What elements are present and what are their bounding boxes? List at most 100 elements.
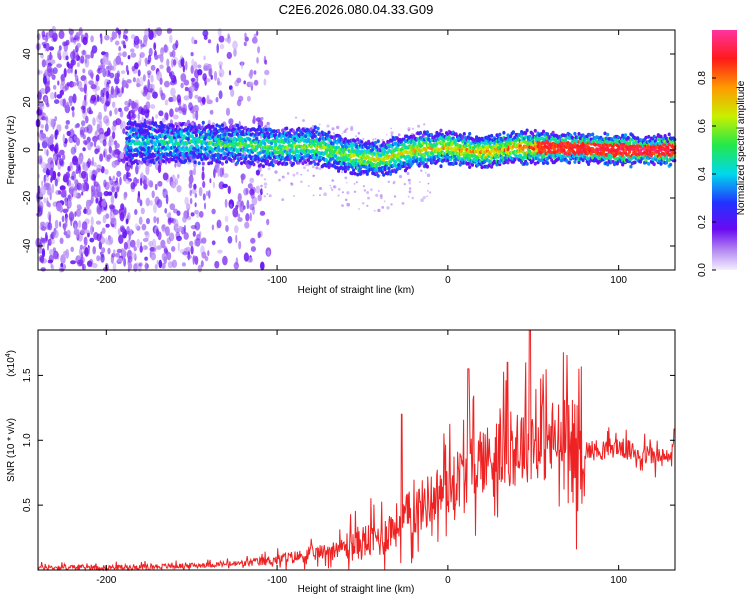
spectrogram-speckle (363, 189, 367, 192)
spectrogram-speckle (92, 117, 96, 126)
spectrogram-speckle (54, 178, 58, 187)
spectrogram-speckle (45, 115, 49, 122)
spectrogram-speckle (336, 125, 340, 130)
spectrogram-speckle (102, 56, 108, 66)
spectrogram-ridge-cell (666, 145, 670, 150)
spectrogram-speckle (164, 208, 168, 214)
spectrogram-speckle (377, 208, 381, 213)
spectrogram-speckle (57, 80, 60, 86)
spectrogram-ridge-cell (291, 161, 296, 166)
spectrogram-ridge-cell (235, 160, 240, 165)
spectrogram-speckle (69, 98, 73, 107)
spectrogram-speckle (190, 65, 194, 74)
spectrogram-speckle (306, 169, 309, 172)
spectrogram-speckle (96, 207, 102, 215)
spectrogram-ridge-cell (268, 156, 272, 161)
spectrogram-ridge-cell (240, 125, 244, 130)
spectrogram-speckle (90, 94, 97, 102)
spectrogram-speckle (39, 132, 45, 141)
spectrogram-speckle (311, 165, 315, 169)
spectrogram-speckle (333, 185, 337, 189)
spectrogram-ridge-cell (421, 161, 425, 165)
spectrogram-speckle (147, 54, 152, 63)
spectrogram-ridge-cell (669, 162, 673, 167)
x-tick-label: -100 (267, 275, 287, 286)
spectrogram-speckle (50, 263, 53, 269)
spectrogram-speckle (201, 171, 205, 181)
spectrogram-speckle (194, 209, 199, 215)
spectrogram-ridge-cell (376, 139, 380, 144)
spectrogram-ridge-cell (365, 172, 369, 176)
spectrogram-speckle (193, 183, 197, 190)
spectrogram-speckle (149, 88, 155, 94)
spectrogram-speckle (123, 241, 128, 250)
spectrogram-speckle (260, 261, 265, 271)
spectrogram-speckle (110, 85, 114, 95)
spectrogram-ridge-cell (285, 161, 289, 166)
spectrogram-speckle (46, 149, 49, 157)
spectrogram-speckle (332, 132, 336, 135)
spectrogram-speckle (157, 180, 163, 187)
spectrogram-speckle (424, 172, 427, 174)
spectrogram-speckle (204, 202, 206, 210)
spectrogram-speckle (76, 62, 80, 68)
spectrogram-ridge-cell (360, 140, 364, 144)
spectrogram-speckle (386, 206, 390, 210)
spectrogram-speckle (69, 33, 74, 43)
spectrogram-ridge-cell (127, 148, 132, 153)
spectrogram-speckle (194, 94, 199, 99)
spectrogram-ridge-cell (218, 124, 222, 129)
spectrogram-speckle (295, 171, 299, 175)
spectrogram-ridge-cell (261, 128, 265, 133)
spectrogram-speckle (251, 36, 258, 44)
spectrogram-speckle (108, 65, 115, 71)
spectrogram-ridge-cell (235, 123, 240, 128)
spectrogram-speckle (145, 197, 150, 207)
spectrogram-ridge-cell (383, 167, 387, 172)
spectrogram-speckle (197, 64, 202, 69)
spectrogram-speckle (120, 70, 126, 75)
spectrogram-speckle (213, 168, 216, 179)
spectrogram-speckle (375, 193, 379, 197)
x-tick-label: -200 (96, 275, 116, 286)
spectrogram-speckle (209, 178, 212, 184)
spectrogram-speckle (130, 109, 136, 114)
spectrogram-ridge-cell (505, 150, 509, 155)
spectrogram-speckle (84, 50, 87, 58)
spectrogram-ridge-cell (438, 132, 442, 136)
spectrogram-speckle (116, 186, 120, 193)
spectrogram-ridge-cell (201, 161, 205, 166)
spectrogram-speckle (156, 228, 159, 237)
spectrogram-speckle (80, 170, 87, 179)
spectrogram-speckle (407, 127, 411, 131)
spectrogram-ridge-cell (454, 161, 458, 166)
spectrogram-ridge-cell (127, 126, 132, 130)
spectrogram-ridge-cell (127, 161, 132, 166)
spectrogram-ridge-cell (276, 128, 281, 133)
spectrogram-ridge-cell (327, 154, 331, 159)
spectrogram-ridge-cell (466, 149, 470, 154)
spectrogram-ridge-cell (342, 140, 346, 145)
spectrogram-speckle (215, 97, 219, 103)
spectrogram-ridge-cell (331, 157, 335, 161)
spectrogram-speckle (62, 208, 68, 214)
spectrogram-speckle (145, 57, 148, 67)
spectrogram-speckle (337, 194, 340, 197)
spectrogram-ridge-cell (261, 164, 265, 169)
colorbar-tick-label: 0.2 (697, 215, 708, 229)
spectrogram-speckle (133, 40, 136, 48)
spectrogram-ridge-cell (144, 156, 148, 161)
snr-panel: -200 -100 0 100 0.51.01.5 Height of straigh… (5, 329, 676, 595)
spectrogram-ridge-cell (405, 166, 409, 171)
spectrogram-speckle (263, 178, 267, 181)
spectrogram-speckle (118, 234, 124, 244)
spectrogram-speckle (190, 245, 194, 255)
spectrogram-speckle (138, 216, 143, 225)
spectrogram-speckle (137, 69, 141, 77)
spectrogram-speckle (148, 30, 154, 40)
spectrogram-speckle (103, 190, 110, 197)
spectrogram-speckle (355, 135, 358, 138)
spectrogram-speckle (344, 198, 348, 202)
spectrogram-ridge-cell (341, 158, 345, 163)
spectrogram-speckle (67, 193, 73, 202)
